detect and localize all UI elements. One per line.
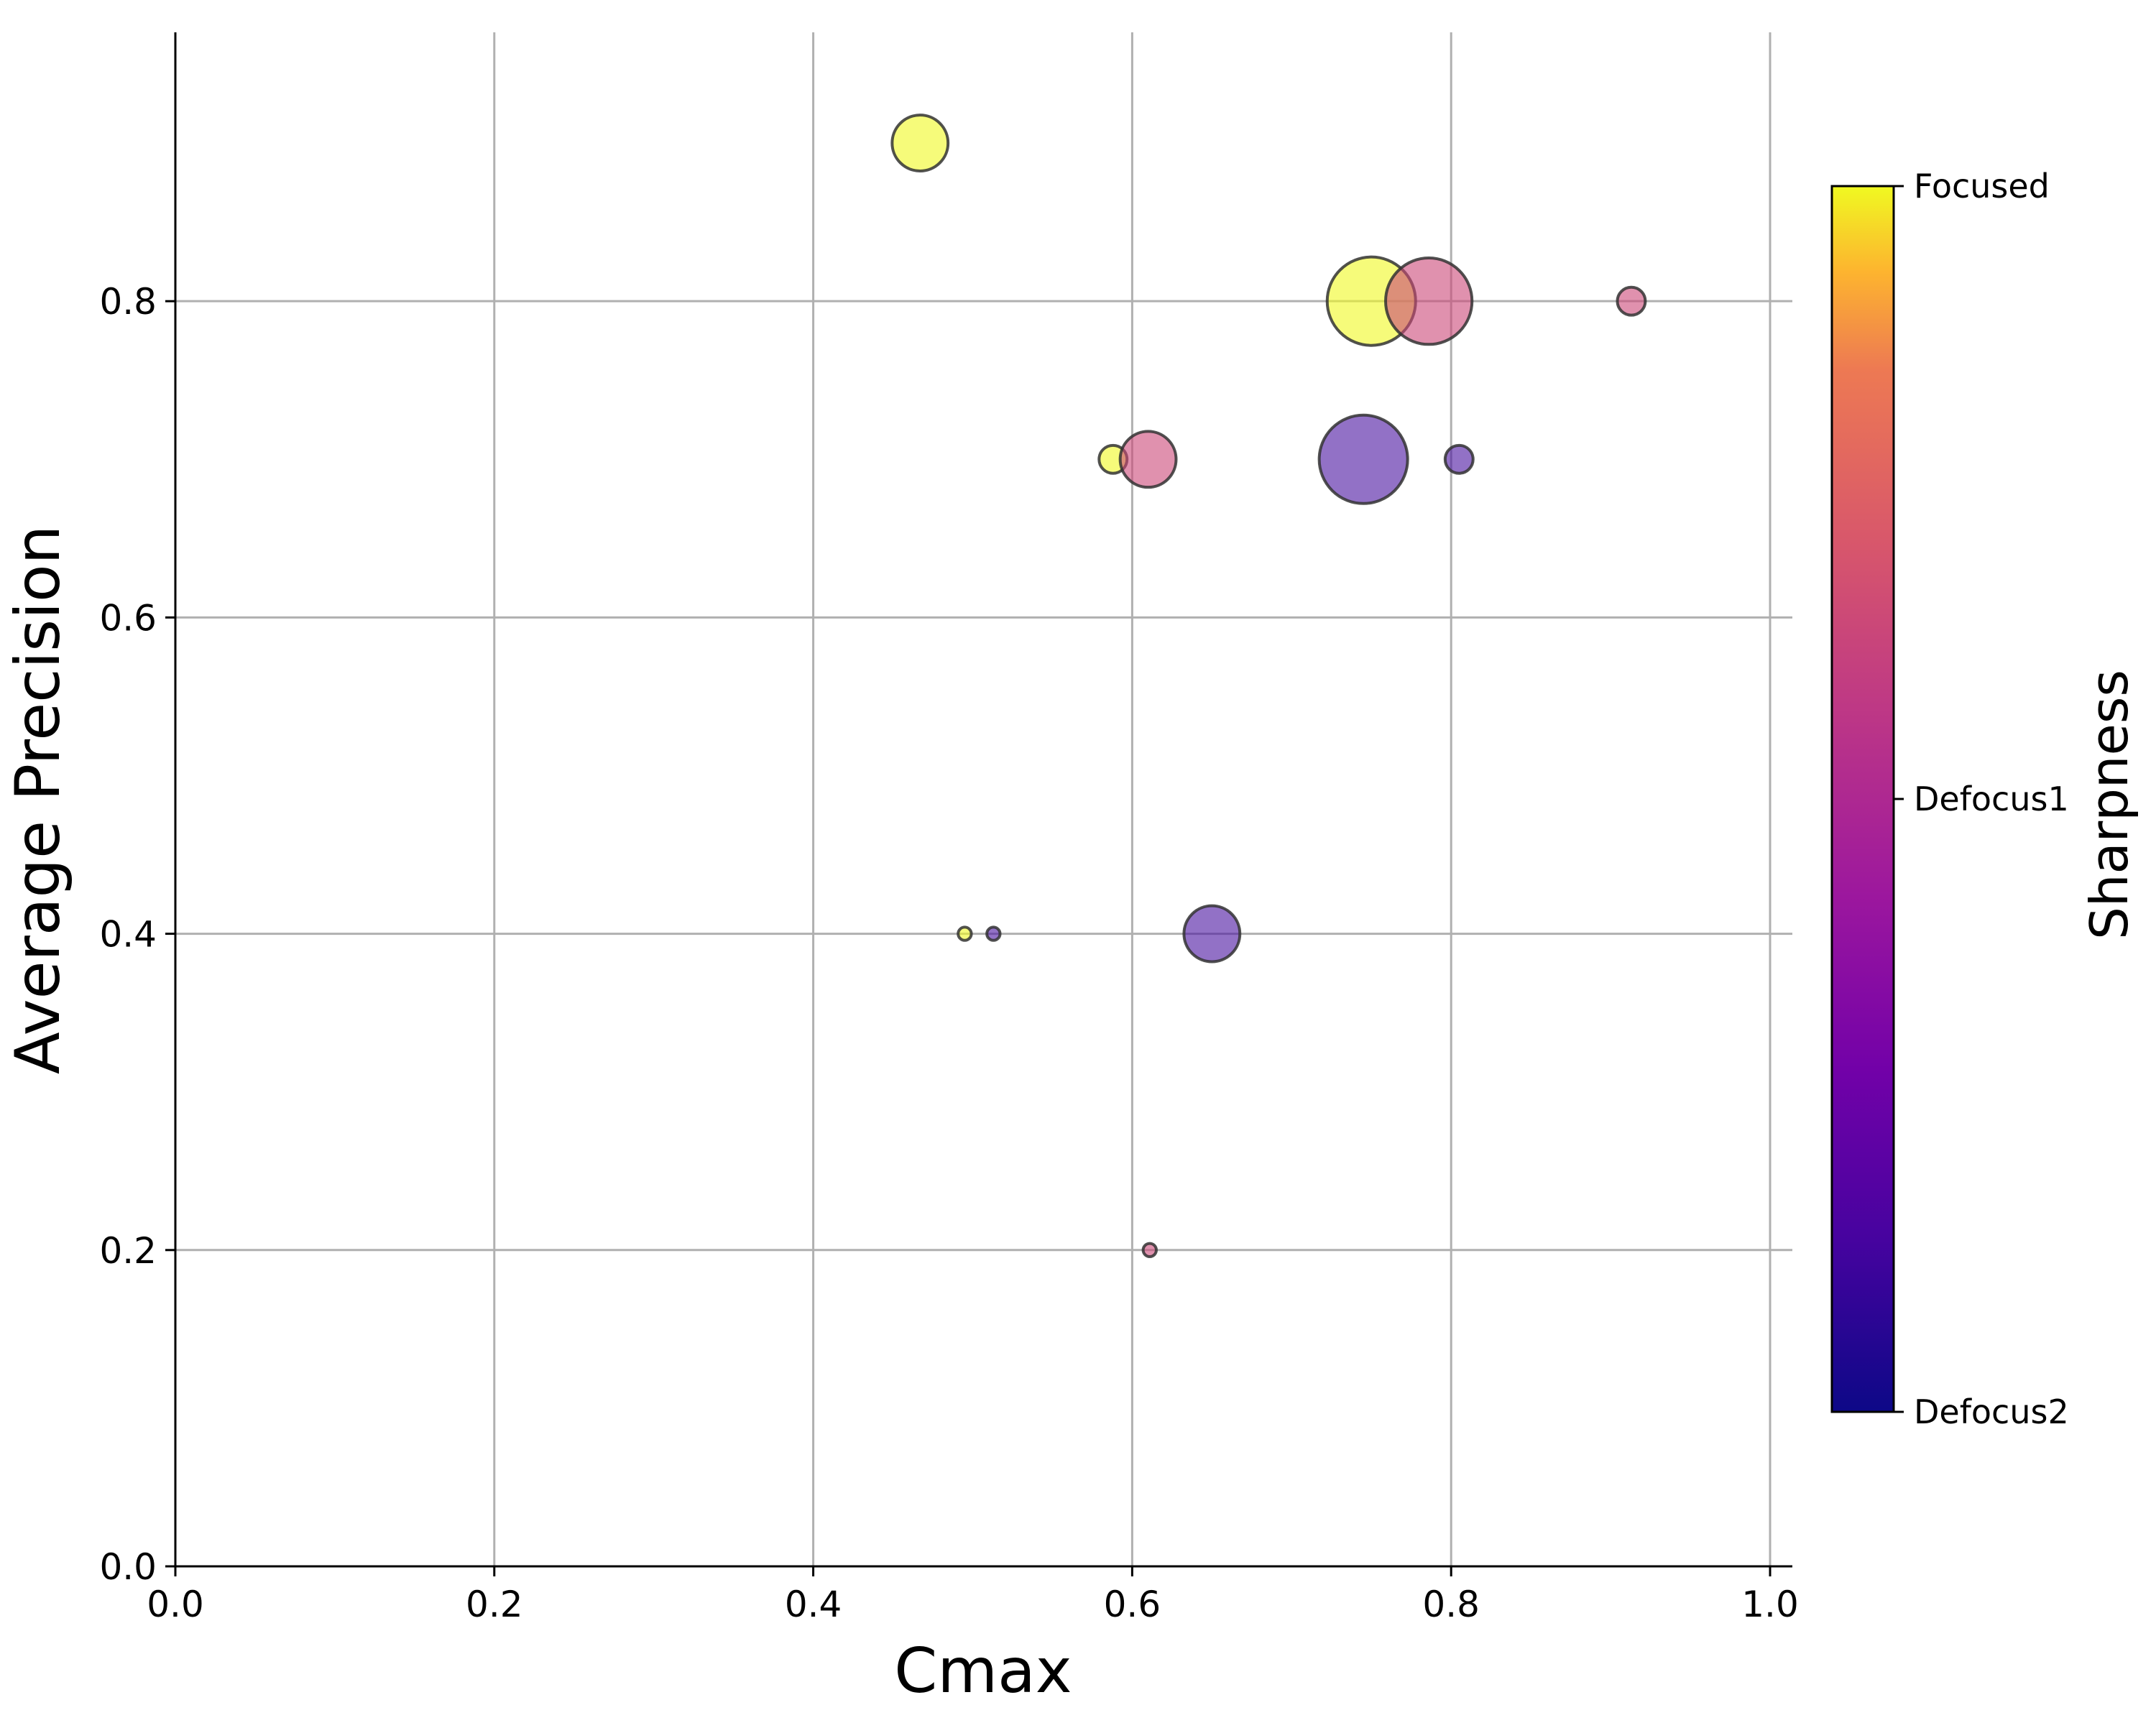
x-tick-label: 0.0: [147, 1584, 204, 1625]
x-tick-label: 0.6: [1104, 1584, 1161, 1625]
colorbar-gradient: [1830, 185, 1895, 1413]
x-tick-label: 0.2: [466, 1584, 523, 1625]
data-point: [1118, 430, 1178, 489]
grid: [174, 32, 1792, 1568]
colorbar-tick-label: Defocus1: [1914, 780, 2069, 818]
axes: 0.0 0.2 0.4 0.6 0.8 1.0 0.0 0.2 0.4 0.6 0.8: [99, 32, 1799, 1625]
colorbar: Defocus2 Defocus1 Focused Sharpness: [1830, 167, 2139, 1431]
x-tick-label: 0.8: [1422, 1584, 1480, 1625]
data-points: [890, 114, 1647, 1258]
data-point: [985, 925, 1002, 942]
y-tick-label: 0.6: [99, 597, 157, 639]
data-point: [1616, 285, 1647, 317]
data-point: [1182, 904, 1242, 964]
x-tick-label: 0.4: [785, 1584, 842, 1625]
y-tick-label: 0.8: [99, 281, 157, 323]
y-tick-label: 0.2: [99, 1230, 157, 1272]
x-axis-title: Cmax: [894, 1635, 1072, 1707]
y-tick-label: 0.0: [99, 1546, 157, 1588]
colorbar-tick-label: Defocus2: [1914, 1392, 2069, 1431]
y-tick-label: 0.4: [99, 914, 157, 956]
data-point: [890, 114, 950, 172]
x-tick-label: 1.0: [1741, 1584, 1799, 1625]
colorbar-title: Sharpness: [2079, 670, 2139, 940]
data-point: [957, 925, 973, 942]
colorbar-tick-label: Focused: [1914, 167, 2050, 205]
data-point: [1443, 443, 1475, 475]
data-point: [1317, 413, 1409, 505]
y-axis-title: Average Precision: [2, 525, 74, 1074]
data-point: [1383, 257, 1474, 346]
data-point: [1141, 1242, 1158, 1258]
